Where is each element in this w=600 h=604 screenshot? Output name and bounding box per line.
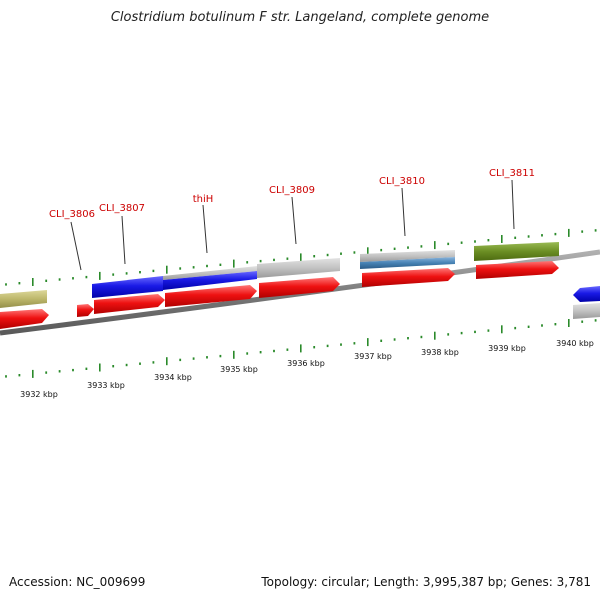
axis-tick-label: 3939 kbp <box>488 344 526 353</box>
gene-feature-steel <box>360 257 455 269</box>
gene-label: thiH <box>193 194 214 205</box>
gene-label-leader <box>291 196 297 245</box>
accession-text: Accession: NC_009699 <box>9 575 146 589</box>
axis-tick-label: 3932 kbp <box>20 390 58 399</box>
gene-feature-gray <box>257 258 340 278</box>
axis-tick-label: 3938 kbp <box>421 348 459 357</box>
inner-tick-marks <box>5 319 597 378</box>
gene-arrow-red <box>77 304 94 317</box>
gene-arrow-red <box>259 277 340 298</box>
gene-label: CLI_3809 <box>269 185 315 196</box>
gene-arrow-red <box>0 309 49 329</box>
gene-feature-blue <box>92 276 163 298</box>
gene-feature-gray <box>360 250 455 262</box>
axis-tick-label: 3936 kbp <box>287 359 325 368</box>
gene-label: CLI_3810 <box>379 176 425 187</box>
gene-label: CLI_3806 <box>49 209 95 220</box>
gene-label-leader <box>511 179 515 230</box>
gene-arrow-red <box>476 261 559 279</box>
gene-arrow-red <box>94 294 165 314</box>
axis-tick-label: 3933 kbp <box>87 381 125 390</box>
gene-arrow-red <box>165 285 257 307</box>
gene-feature-olive <box>474 242 559 261</box>
gene-label: CLI_3811 <box>489 168 535 179</box>
gene-label-leader <box>401 187 406 237</box>
gene-feature-blue <box>163 271 257 290</box>
gene-label-leader <box>202 204 208 254</box>
axis-tick-label: 3934 kbp <box>154 373 192 382</box>
gene-arrow-blue <box>573 286 600 302</box>
gene-arrow-red <box>362 268 455 287</box>
gene-feature-khaki <box>0 290 47 308</box>
gene-label-leader <box>121 215 126 265</box>
gene-feature-gray <box>163 266 257 280</box>
genome-summary-text: Topology: circular; Length: 3,995,387 bp… <box>261 575 591 589</box>
gene-feature-gray <box>573 303 600 319</box>
axis-tick-label: 3935 kbp <box>220 365 258 374</box>
axis-tick-label: 3940 kbp <box>556 339 594 348</box>
map-title: Clostridium botulinum F str. Langeland, … <box>110 10 490 25</box>
axis-tick-label: 3937 kbp <box>354 352 392 361</box>
gene-label-leader <box>70 221 82 271</box>
gene-label: CLI_3807 <box>99 203 145 214</box>
